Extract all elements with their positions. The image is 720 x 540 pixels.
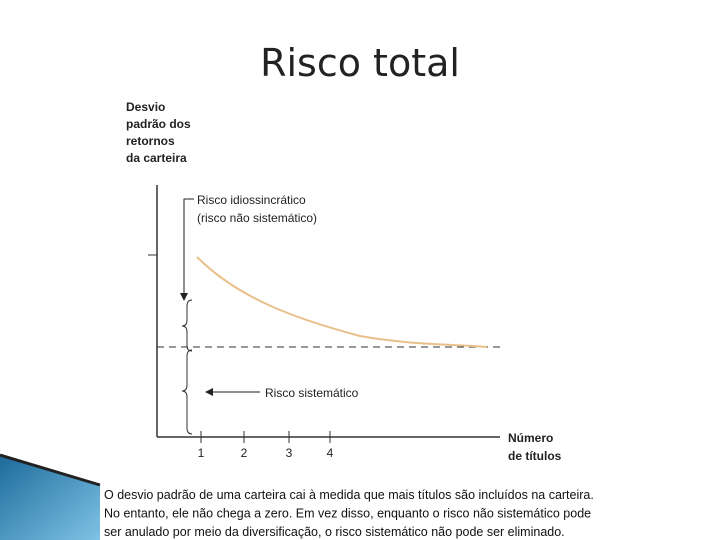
y-axis-label: Desvio [126,100,165,114]
x-tick-label: 3 [286,446,293,460]
x-tick-label: 4 [327,446,334,460]
caption: ser anulado por meio da diversificação, … [104,525,565,539]
y-axis-label: retornos [126,134,175,148]
x-axis-label: Número [508,431,553,445]
caption: O desvio padrão de uma carteira cai à me… [104,488,594,502]
decoration-line [0,453,101,487]
annotation: Risco sistemático [265,386,359,400]
risk-curve [196,256,488,348]
brace [181,299,193,352]
y-axis-label: da carteira [126,151,187,165]
y-axis-label: padrão dos [126,117,191,131]
x-axis-label: de títulos [508,449,562,463]
annotation: (risco não sistemático) [197,211,317,225]
caption: No entanto, ele não chega a zero. Em vez… [104,507,591,521]
title: Risco total [260,41,460,85]
arrow [180,198,194,301]
decoration [0,455,100,540]
x-tick-label: 2 [241,446,248,460]
annotation: Risco idiossincrático [197,193,306,207]
brace [181,349,193,435]
x-tick-label: 1 [198,446,205,460]
